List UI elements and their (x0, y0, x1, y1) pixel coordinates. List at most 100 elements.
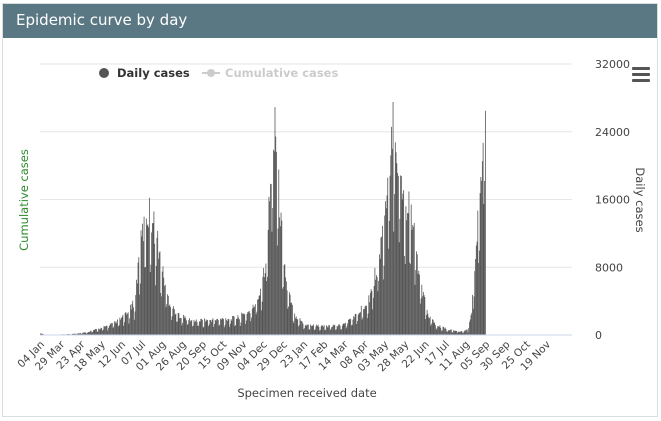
daily-bar (354, 317, 355, 335)
daily-bar (108, 326, 110, 335)
daily-bar (431, 323, 433, 335)
daily-bar (192, 326, 193, 335)
daily-bar (136, 279, 137, 335)
daily-bar (173, 309, 175, 335)
daily-bar (444, 328, 445, 335)
daily-bar (476, 241, 478, 335)
daily-bar (351, 325, 352, 335)
daily-bar (218, 325, 220, 335)
daily-bar (201, 318, 202, 335)
daily-bar (253, 307, 255, 335)
daily-bar (373, 286, 375, 335)
daily-bar (278, 169, 280, 335)
legend-label-daily[interactable]: Daily cases (117, 66, 190, 80)
daily-bar (155, 265, 157, 335)
daily-bar (300, 320, 302, 335)
daily-bar (173, 306, 174, 335)
daily-bar (283, 265, 285, 335)
daily-bar (341, 325, 343, 335)
daily-bar (397, 173, 398, 335)
daily-bar (183, 314, 184, 335)
y-tick-label: 0 (595, 329, 602, 342)
daily-bar (444, 327, 446, 335)
daily-bar (460, 331, 462, 335)
daily-bar (372, 297, 374, 335)
daily-bar (150, 264, 152, 335)
left-axis-title: Cumulative cases (17, 149, 31, 251)
y-tick-label: 24000 (595, 126, 630, 139)
daily-bar (307, 324, 309, 335)
daily-bar (169, 304, 171, 335)
daily-bar (200, 318, 202, 335)
daily-bar (419, 303, 421, 335)
daily-bar (126, 314, 128, 335)
daily-bar (306, 325, 308, 335)
daily-bar (168, 305, 170, 335)
daily-bar (480, 177, 482, 335)
daily-bar (99, 329, 100, 335)
daily-bar (127, 312, 129, 335)
daily-bar (158, 252, 160, 335)
daily-bar (256, 311, 258, 335)
daily-bar (335, 329, 337, 335)
daily-bar (483, 203, 485, 335)
daily-bar (397, 175, 399, 335)
daily-bar (321, 325, 323, 335)
daily-bar (146, 225, 148, 335)
daily-bar (284, 264, 286, 335)
daily-bar (479, 193, 481, 335)
daily-bar (467, 332, 469, 335)
daily-bar (251, 308, 253, 335)
daily-bar (148, 227, 150, 335)
daily-bar (151, 232, 153, 335)
daily-bar (456, 332, 458, 335)
legend-label-cumulative[interactable]: Cumulative cases (225, 66, 338, 80)
daily-bar (207, 319, 209, 335)
daily-bar (302, 323, 304, 335)
daily-bar (374, 267, 376, 335)
daily-bar (92, 331, 94, 335)
daily-bar (478, 250, 480, 335)
daily-bar (346, 326, 348, 335)
hamburger-icon[interactable] (632, 67, 650, 83)
daily-bar (305, 324, 307, 335)
daily-bar (210, 319, 212, 335)
daily-bar (233, 316, 235, 335)
daily-bar (429, 316, 431, 335)
daily-bar (135, 295, 137, 335)
daily-bar (176, 321, 178, 335)
daily-bar (462, 332, 464, 335)
daily-bar (322, 325, 324, 335)
daily-bar (139, 294, 140, 335)
daily-bar (100, 327, 102, 335)
daily-bar (348, 319, 349, 335)
daily-bar (333, 325, 335, 335)
daily-bar (267, 229, 269, 335)
daily-bar (176, 321, 178, 335)
y-tick-label: 16000 (595, 194, 630, 207)
daily-bar (472, 294, 473, 335)
daily-bar (117, 319, 118, 335)
daily-bar (247, 312, 249, 335)
daily-bar (441, 330, 443, 335)
daily-bar (386, 195, 388, 335)
daily-bar (426, 309, 428, 335)
daily-bar (398, 242, 400, 335)
daily-bar (222, 318, 224, 335)
daily-bar (249, 313, 251, 335)
daily-bar (245, 320, 247, 335)
daily-bar (424, 296, 426, 335)
daily-bar (422, 296, 423, 335)
daily-bar (261, 301, 263, 335)
daily-bar (425, 315, 427, 335)
daily-bar (357, 314, 359, 335)
daily-bar (313, 324, 314, 335)
daily-bar (377, 291, 379, 335)
daily-bar (448, 330, 450, 335)
daily-bar (105, 326, 106, 335)
daily-bar (385, 201, 386, 335)
daily-bar (177, 313, 179, 335)
daily-bar (416, 251, 417, 335)
daily-bar (421, 284, 423, 335)
daily-bar (161, 271, 163, 335)
